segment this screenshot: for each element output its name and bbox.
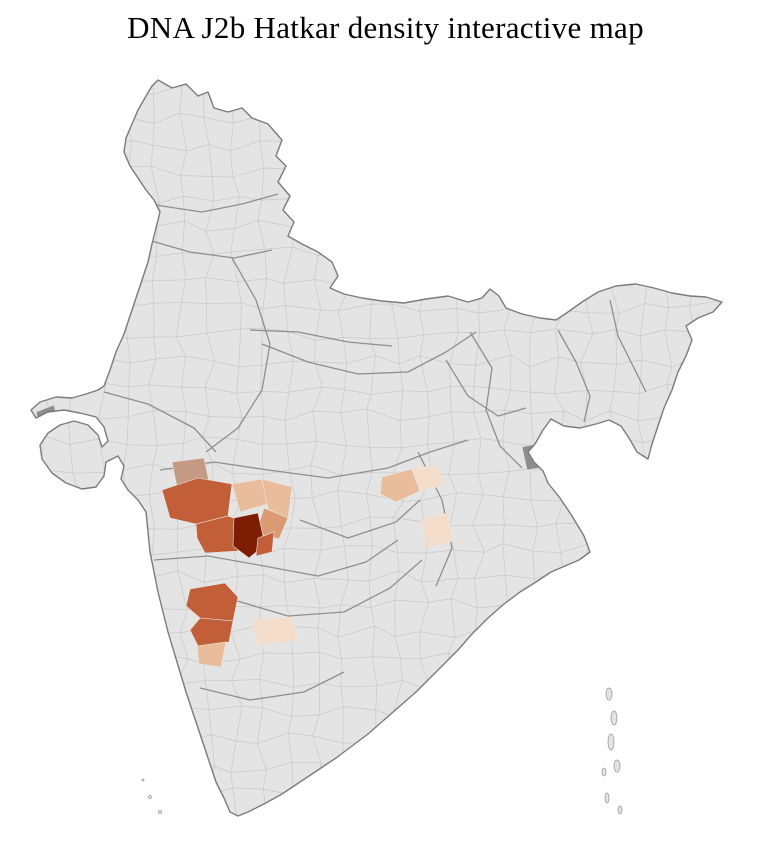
- district-mh-c2[interactable]: [261, 478, 293, 520]
- page-title: DNA J2b Hatkar density interactive map: [127, 10, 644, 45]
- india-outline: [30, 79, 723, 817]
- district-cg-2[interactable]: [411, 464, 445, 492]
- highlighted-districts: [35, 404, 546, 668]
- island-dot: [141, 778, 145, 782]
- island-dot: [605, 687, 613, 701]
- island-dot: [148, 795, 152, 799]
- island-dot: [158, 810, 162, 814]
- island-dot: [604, 792, 610, 804]
- district-ka-2[interactable]: [189, 617, 234, 647]
- island-group: [141, 687, 623, 815]
- island-dot: [607, 733, 615, 751]
- district-mh-w2[interactable]: [195, 515, 243, 554]
- district-mh-e[interactable]: [255, 531, 275, 557]
- district-od-1[interactable]: [420, 512, 454, 549]
- district-ka-se[interactable]: [251, 616, 298, 647]
- island-dot: [617, 805, 623, 815]
- india-landmass: [31, 80, 722, 816]
- island-dot: [610, 710, 618, 726]
- island-dot: [601, 767, 607, 777]
- district-ka-3[interactable]: [196, 641, 227, 668]
- island-dot: [613, 759, 621, 773]
- district-cg-1[interactable]: [379, 468, 421, 503]
